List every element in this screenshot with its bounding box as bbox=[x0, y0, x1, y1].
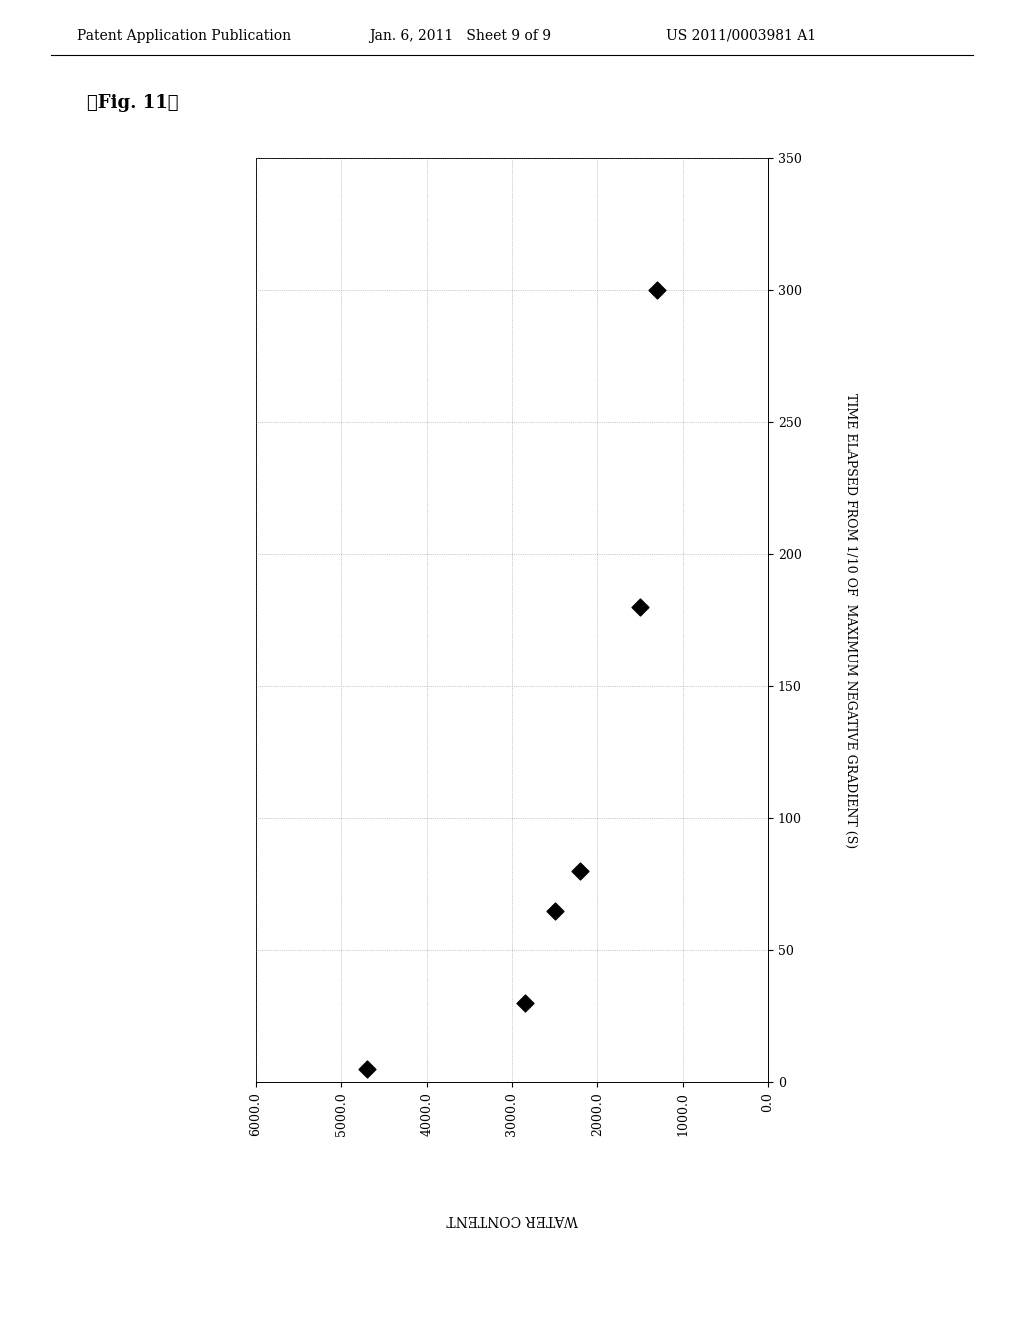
Text: US 2011/0003981 A1: US 2011/0003981 A1 bbox=[666, 29, 816, 42]
Text: Patent Application Publication: Patent Application Publication bbox=[77, 29, 291, 42]
Point bbox=[649, 280, 666, 301]
Text: 『Fig. 11』: 『Fig. 11』 bbox=[87, 94, 178, 112]
Point bbox=[572, 861, 589, 882]
Y-axis label: TIME ELAPSED FROM 1/10 OF  MAXIMUM NEGATIVE GRADIENT (S): TIME ELAPSED FROM 1/10 OF MAXIMUM NEGATI… bbox=[844, 393, 857, 847]
X-axis label: WATER CONTENT: WATER CONTENT bbox=[446, 1212, 578, 1226]
Text: Jan. 6, 2011   Sheet 9 of 9: Jan. 6, 2011 Sheet 9 of 9 bbox=[369, 29, 551, 42]
Point bbox=[632, 597, 648, 618]
Point bbox=[358, 1059, 375, 1080]
Point bbox=[516, 993, 532, 1014]
Point bbox=[547, 900, 563, 921]
